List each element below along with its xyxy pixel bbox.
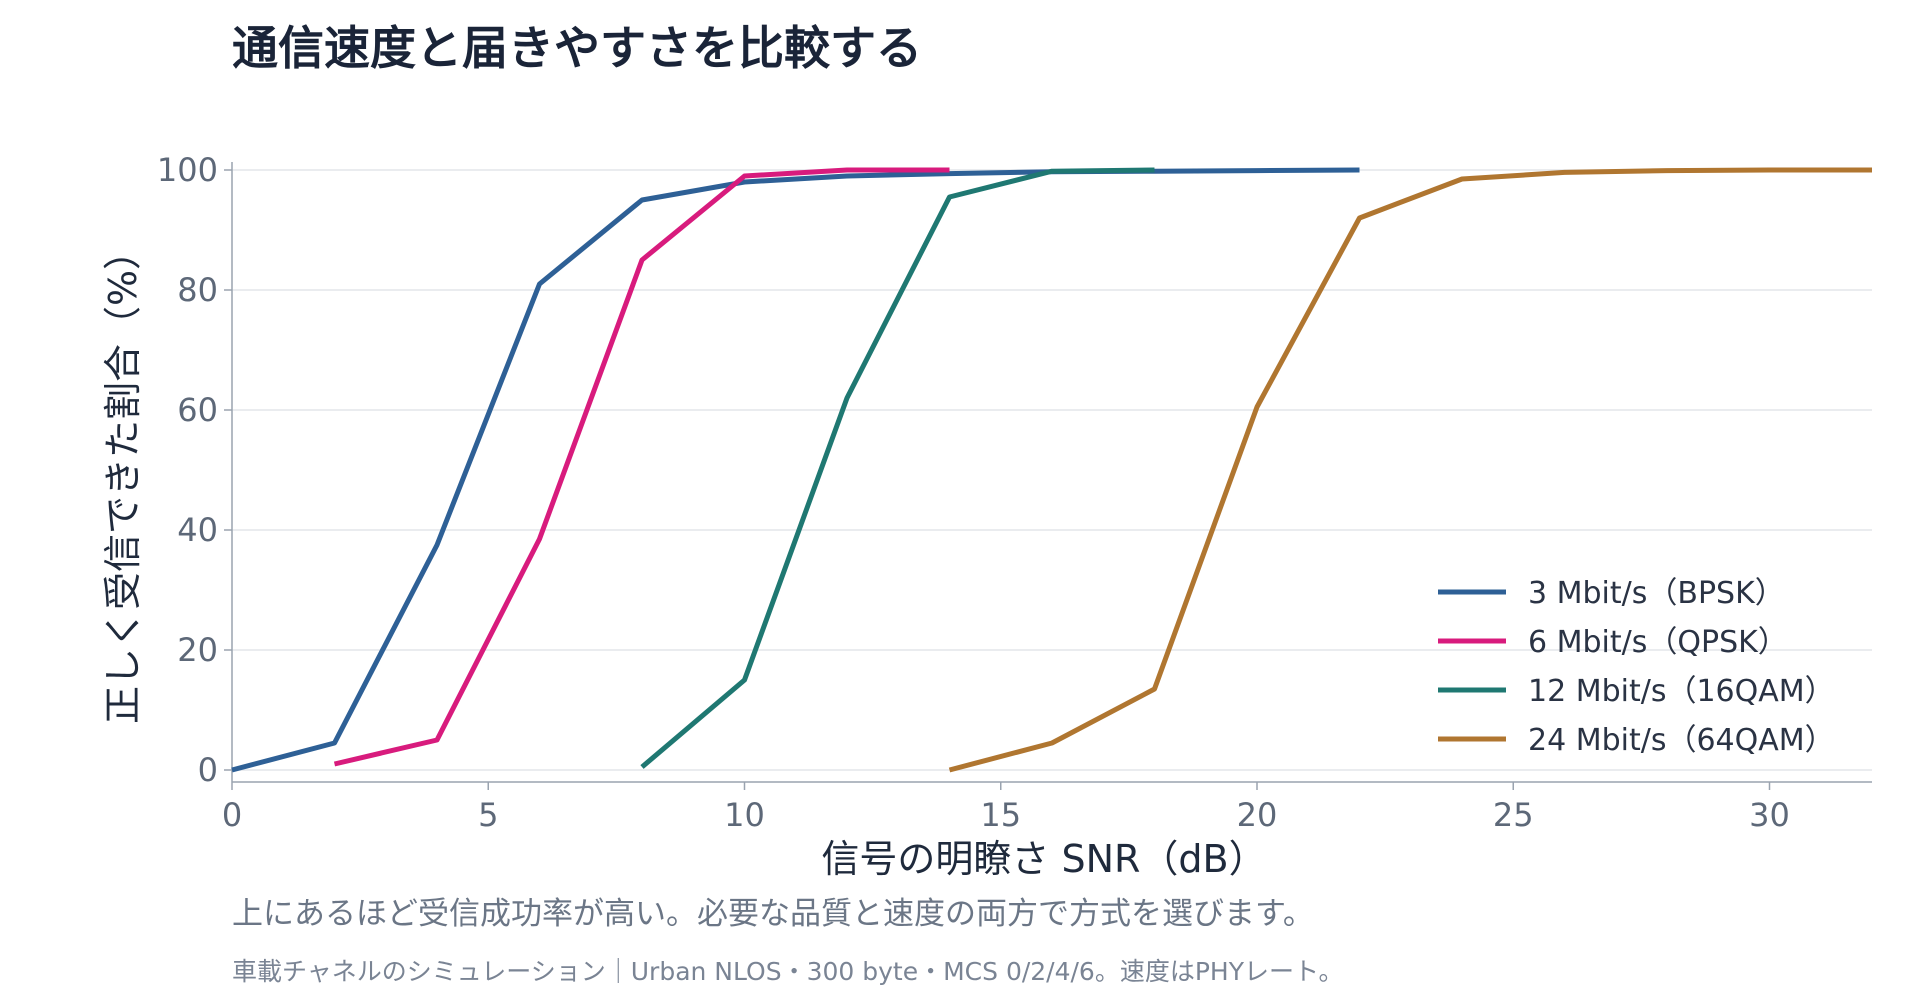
x-tick-label-0: 0: [222, 796, 242, 834]
series-line-1: [333, 167, 950, 767]
x-tick-label-3: 15: [980, 796, 1021, 834]
y-tick-label-1: 20: [177, 631, 218, 669]
axes: [224, 162, 1872, 790]
legend: 3 Mbit/s（BPSK） 6 Mbit/s（QPSK） 12 Mbit/s（16…: [1438, 576, 1835, 758]
series-line-2: [640, 167, 1155, 769]
y-tick-label-4: 80: [177, 271, 218, 309]
series-line-0: [231, 167, 1360, 773]
y-tick-label-2: 40: [177, 511, 218, 549]
y-tick-label-5: 100: [157, 151, 218, 189]
x-axis-title: 信号の明瞭さ SNR（dB）: [821, 837, 1266, 880]
x-tick-label-1: 5: [478, 796, 498, 834]
x-tick-label-6: 30: [1749, 796, 1790, 834]
legend-label-0: 3 Mbit/s（BPSK）: [1528, 576, 1785, 611]
legend-label-3: 24 Mbit/s（64QAM）: [1528, 723, 1835, 758]
legend-label-2: 12 Mbit/s（16QAM）: [1528, 674, 1835, 709]
series-lines: [231, 167, 1872, 773]
x-tick-label-5: 25: [1493, 796, 1534, 834]
legend-label-1: 6 Mbit/s（QPSK）: [1528, 625, 1788, 660]
y-tick-label-0: 0: [198, 751, 218, 789]
x-tick-label-4: 20: [1237, 796, 1278, 834]
line-chart: 0 20 40 60 80 100 0 5 10 15 20 25 30 信号の明瞭さ SNR（dB）…: [101, 151, 1872, 880]
series-line-3: [948, 167, 1872, 773]
chart-title: 通信速度と届きやすさを比較する: [232, 21, 922, 75]
y-tick-labels: 0 20 40 60 80 100: [157, 151, 218, 789]
source-note: 車載チャネルのシミュレーション｜Urban NLOS・300 byte・MCS …: [232, 957, 1344, 986]
x-tick-label-2: 10: [724, 796, 765, 834]
y-axis-title: 正しく受信できた割合（%）: [101, 232, 145, 724]
x-tick-labels: 0 5 10 15 20 25 30: [222, 796, 1790, 834]
y-tick-label-3: 60: [177, 391, 218, 429]
chart-subtitle: 上にあるほど受信成功率が高い。必要な品質と速度の両方で方式を選びます。: [232, 896, 1314, 932]
